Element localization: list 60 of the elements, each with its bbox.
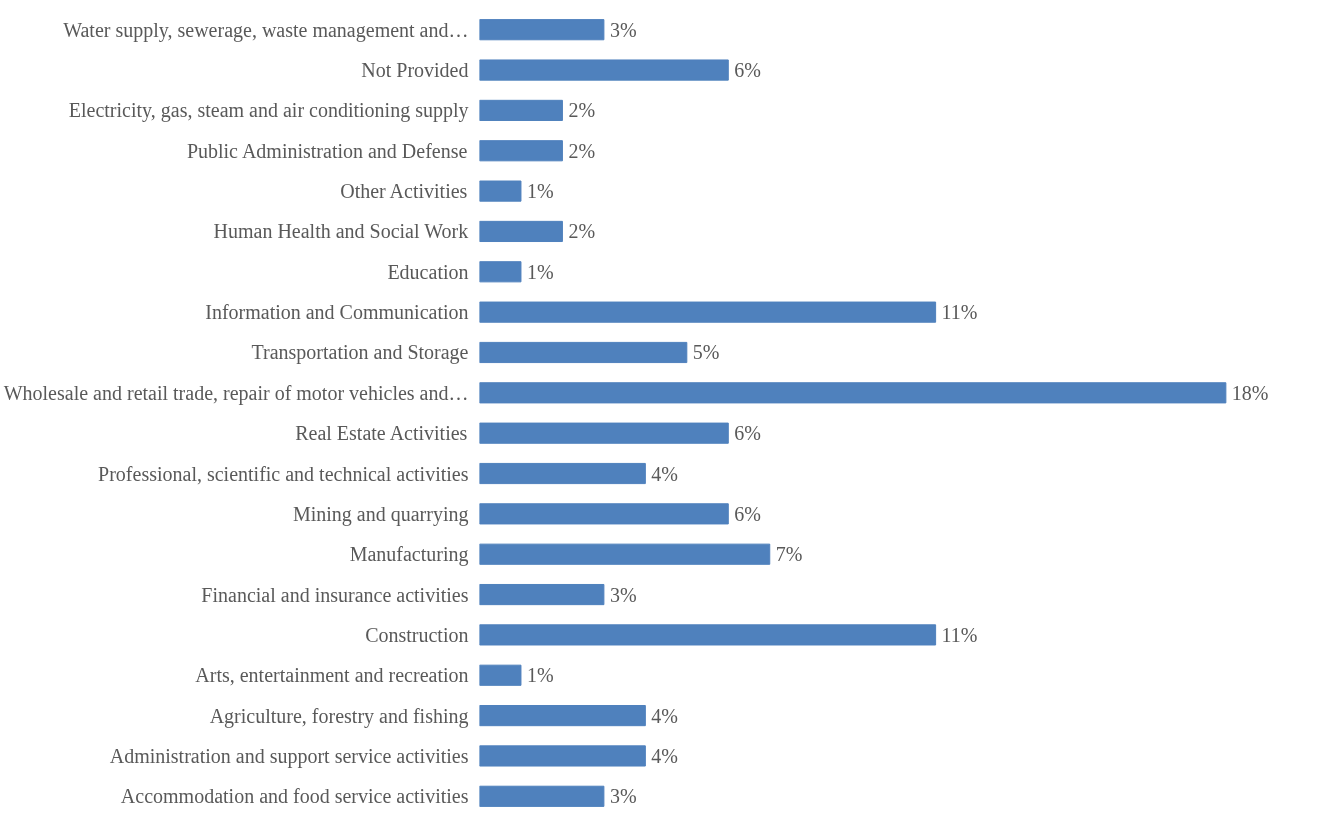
bar: [479, 220, 563, 243]
data-label: 3%: [609, 18, 637, 41]
y-tick-label: Information and Communication: [205, 301, 469, 324]
bar: [479, 99, 563, 121]
y-tick-label: Other Activities: [340, 180, 468, 203]
y-tick-label: Arts, entertainment and recreation: [195, 664, 469, 687]
y-tick-label: Wholesale and retail trade, repair of motor vehicles and…: [3, 381, 469, 405]
bar: [479, 462, 646, 485]
y-tick-label: Administration and support service activities: [109, 744, 469, 768]
y-tick-label: Transportation and Storage: [251, 341, 469, 365]
bar: [479, 422, 729, 444]
bar: [479, 341, 688, 364]
bar: [479, 583, 605, 606]
data-label: 4%: [651, 744, 679, 767]
y-tick-label: Human Health and Social Work: [213, 220, 469, 243]
data-label: 11%: [941, 301, 978, 324]
data-label: 18%: [1231, 381, 1269, 404]
data-label: 4%: [651, 704, 679, 727]
y-tick-label: Construction: [365, 623, 469, 646]
y-tick-label: Manufacturing: [349, 543, 469, 567]
y-tick-label: Accommodation and food service activities: [120, 785, 469, 808]
data-label: 2%: [568, 99, 596, 122]
y-tick-label: Public Administration and Defense: [186, 139, 468, 162]
data-label: 7%: [775, 543, 803, 566]
bar: [479, 140, 563, 162]
y-tick-label: Electricity, gas, steam and air conditioning supply: [68, 99, 469, 123]
data-label: 1%: [526, 260, 554, 283]
data-label: 11%: [941, 623, 978, 646]
bar: [479, 543, 771, 565]
bar: [479, 503, 729, 525]
bar: [479, 664, 522, 686]
data-label: 6%: [734, 502, 761, 525]
bar: [479, 624, 937, 646]
y-tick-label: Mining and quarrying: [292, 502, 469, 526]
y-tick-label: Real Estate Activities: [295, 422, 468, 445]
bar: [479, 705, 646, 727]
data-label: 6%: [734, 59, 761, 82]
y-tick-label: Professional, scientific and technical activities: [98, 462, 469, 485]
bar: [479, 180, 522, 202]
y-tick-label: Financial and insurance activities: [201, 583, 469, 606]
bar: [479, 301, 937, 323]
bar: [479, 261, 522, 283]
bar: [479, 382, 1227, 404]
data-label: 1%: [526, 664, 554, 687]
bar: [479, 59, 729, 81]
bar: [479, 19, 605, 41]
data-label: 2%: [568, 139, 596, 162]
y-tick-label: Education: [387, 260, 469, 283]
y-tick-label: Water supply, sewerage, waste management and…: [63, 18, 469, 42]
data-label: 4%: [651, 462, 679, 485]
data-label: 1%: [526, 180, 554, 203]
bar: [479, 745, 646, 767]
data-label: 3%: [609, 583, 637, 606]
data-label: 2%: [568, 220, 596, 243]
y-tick-label: Not Provided: [361, 59, 469, 82]
y-tick-label: Agriculture, forestry and fishing: [209, 704, 469, 728]
bar: [479, 785, 605, 807]
data-label: 3%: [609, 785, 637, 808]
data-label: 6%: [734, 422, 761, 445]
data-label: 5%: [692, 341, 720, 364]
